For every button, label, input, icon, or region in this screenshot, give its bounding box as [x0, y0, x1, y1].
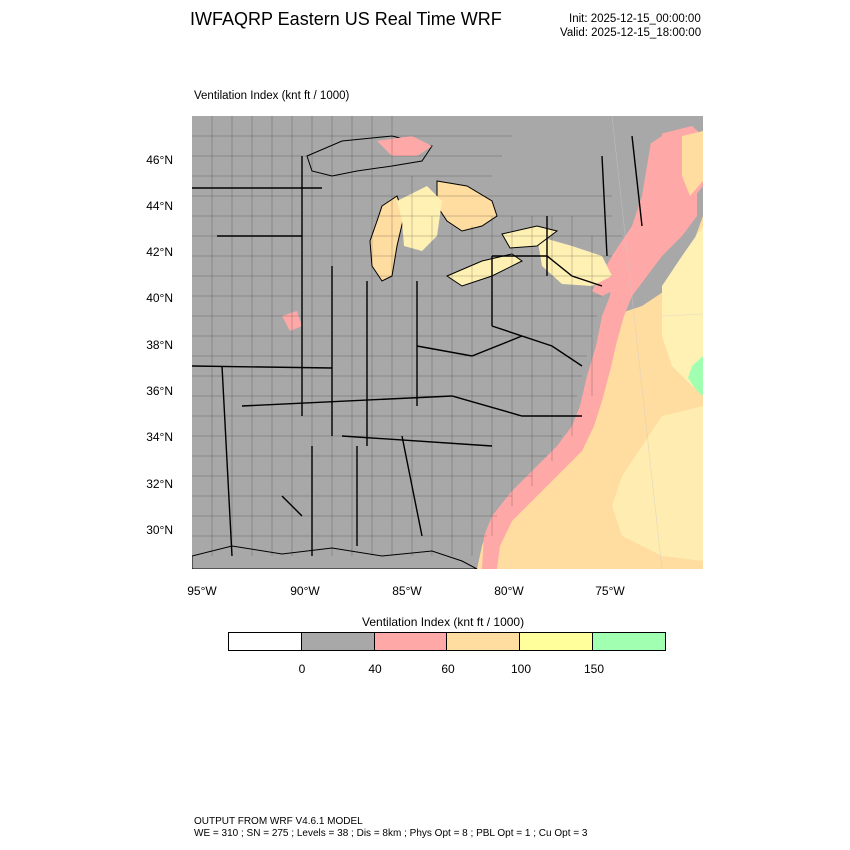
ny-pa-yellow — [537, 236, 612, 286]
coastal-pink-band — [482, 176, 697, 569]
colorbar-segment-2 — [301, 633, 375, 650]
state-boundaries — [192, 135, 643, 557]
atlantic-light — [662, 226, 703, 391]
colorbar-tick-100: 100 — [510, 662, 532, 676]
lake-superior-pink — [377, 136, 432, 156]
colorbar-segment-3 — [374, 633, 448, 650]
lake-erie — [445, 253, 523, 287]
colorbar-tick-40: 40 — [368, 662, 382, 676]
colorbar-tick-60: 60 — [441, 662, 455, 676]
colorbar-segment-6 — [593, 633, 665, 650]
new-england-pink — [592, 126, 703, 296]
lon-label-95: 95°W — [187, 584, 217, 598]
colorbar-title: Ventilation Index (knt ft / 1000) — [362, 615, 525, 629]
footer-config-line: WE = 310 ; SN = 275 ; Levels = 38 ; Dis … — [194, 828, 588, 839]
green-patch — [688, 356, 703, 396]
michigan-yellow — [397, 186, 442, 251]
lat-label-34: 34°N — [146, 430, 173, 444]
footer-model-line: OUTPUT FROM WRF V4.6.1 MODEL — [194, 816, 363, 827]
map-panel — [192, 116, 703, 569]
colorbar-segment-5 — [520, 633, 594, 650]
lon-label-90: 90°W — [290, 584, 320, 598]
new-england-yellow — [682, 131, 703, 196]
lon-label-75: 75°W — [595, 584, 625, 598]
lat-label-32: 32°N — [146, 477, 173, 491]
canada-region — [492, 116, 662, 216]
graticule — [611, 116, 703, 569]
lon-label-85: 85°W — [392, 584, 422, 598]
lat-label-44: 44°N — [146, 199, 173, 213]
lat-label-46: 46°N — [146, 153, 173, 167]
variable-label: Ventilation Index (knt ft / 1000) — [194, 90, 350, 102]
colorbar — [228, 632, 666, 651]
map-svg — [192, 116, 703, 569]
colorbar-tick-0: 0 — [298, 662, 306, 676]
lat-label-36: 36°N — [146, 384, 173, 398]
lat-label-38: 38°N — [146, 338, 173, 352]
colorbar-segment-1 — [229, 633, 302, 650]
colorbar-segment-4 — [447, 633, 521, 650]
chart-title: IWFAQRP Eastern US Real Time WRF — [190, 9, 502, 29]
colorbar-tick-150: 150 — [583, 662, 605, 676]
valid-time: Valid: 2025-12-15_18:00:00 — [560, 27, 702, 39]
atlantic-light-2 — [612, 406, 703, 561]
lat-label-30: 30°N — [146, 523, 173, 537]
lat-label-42: 42°N — [146, 245, 173, 259]
lon-label-80: 80°W — [494, 584, 524, 598]
init-time: Init: 2025-12-15_00:00:00 — [569, 13, 701, 25]
lat-label-40: 40°N — [146, 291, 173, 305]
